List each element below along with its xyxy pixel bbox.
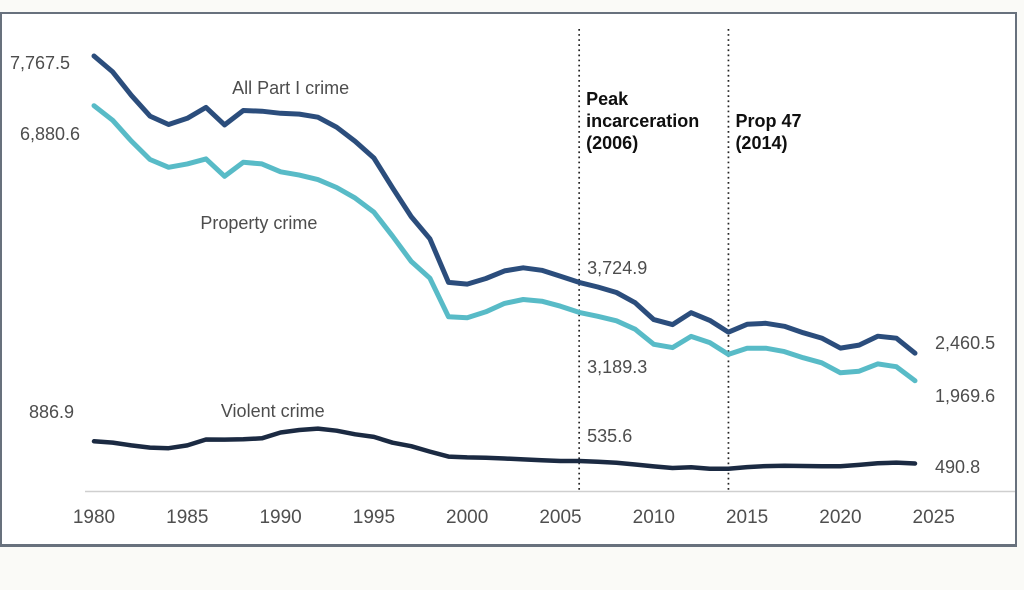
chart-panel: All Part I crime Property crime Violent … xyxy=(0,12,1017,547)
value-label-2-460-5: 2,460.5 xyxy=(935,333,996,354)
series-label-property-crime: Property crime xyxy=(200,212,318,233)
value-label-3-189-3: 3,189.3 xyxy=(587,357,648,378)
annotation-text-line: incarceration xyxy=(586,110,700,131)
annotation-text-line: (2014) xyxy=(735,133,788,153)
annotation-peak-incarceration: Peak incarceration (2006) xyxy=(586,88,699,154)
value-label-7-767-5: 7,767.5 xyxy=(9,53,70,73)
line-all-part-i-crime xyxy=(91,53,918,356)
x-axis-tick-1990: 1990 xyxy=(259,507,302,528)
value-label-3-724-9: 3,724.9 xyxy=(587,258,648,279)
x-axis-tick-2025: 2025 xyxy=(912,507,955,528)
value-label-490-8: 490.8 xyxy=(935,456,981,477)
value-label-1-969-6: 1,969.6 xyxy=(935,385,996,406)
x-axis-tick-2010: 2010 xyxy=(632,507,675,528)
x-axis-tick-2015: 2015 xyxy=(725,507,769,528)
x-axis-tick-1980: 1980 xyxy=(72,507,116,528)
series-label-all-part-i-crime: All Part I crime xyxy=(232,77,350,98)
series-label-violent-crime: Violent crime xyxy=(220,400,325,421)
x-axis-tick-2005: 2005 xyxy=(539,507,582,528)
annotation-text-line: (2006) xyxy=(586,132,639,153)
x-axis-tick-2000: 2000 xyxy=(446,507,489,528)
x-axis-tick-1995: 1995 xyxy=(352,507,396,528)
value-label-535-6: 535.6 xyxy=(587,426,633,446)
crime-rate-line-chart xyxy=(85,29,1015,493)
annotation-text-line: Peak xyxy=(586,88,629,109)
line-violent-crime xyxy=(91,426,918,472)
annotation-text-line: Prop 47 xyxy=(735,111,802,131)
value-label-6-880-6: 6,880.6 xyxy=(19,123,80,144)
x-axis-tick-1985: 1985 xyxy=(166,507,209,528)
x-axis-tick-2020: 2020 xyxy=(819,507,862,528)
value-label-886-9: 886.9 xyxy=(28,402,74,423)
annotation-prop-47: Prop 47 (2014) xyxy=(735,110,801,154)
